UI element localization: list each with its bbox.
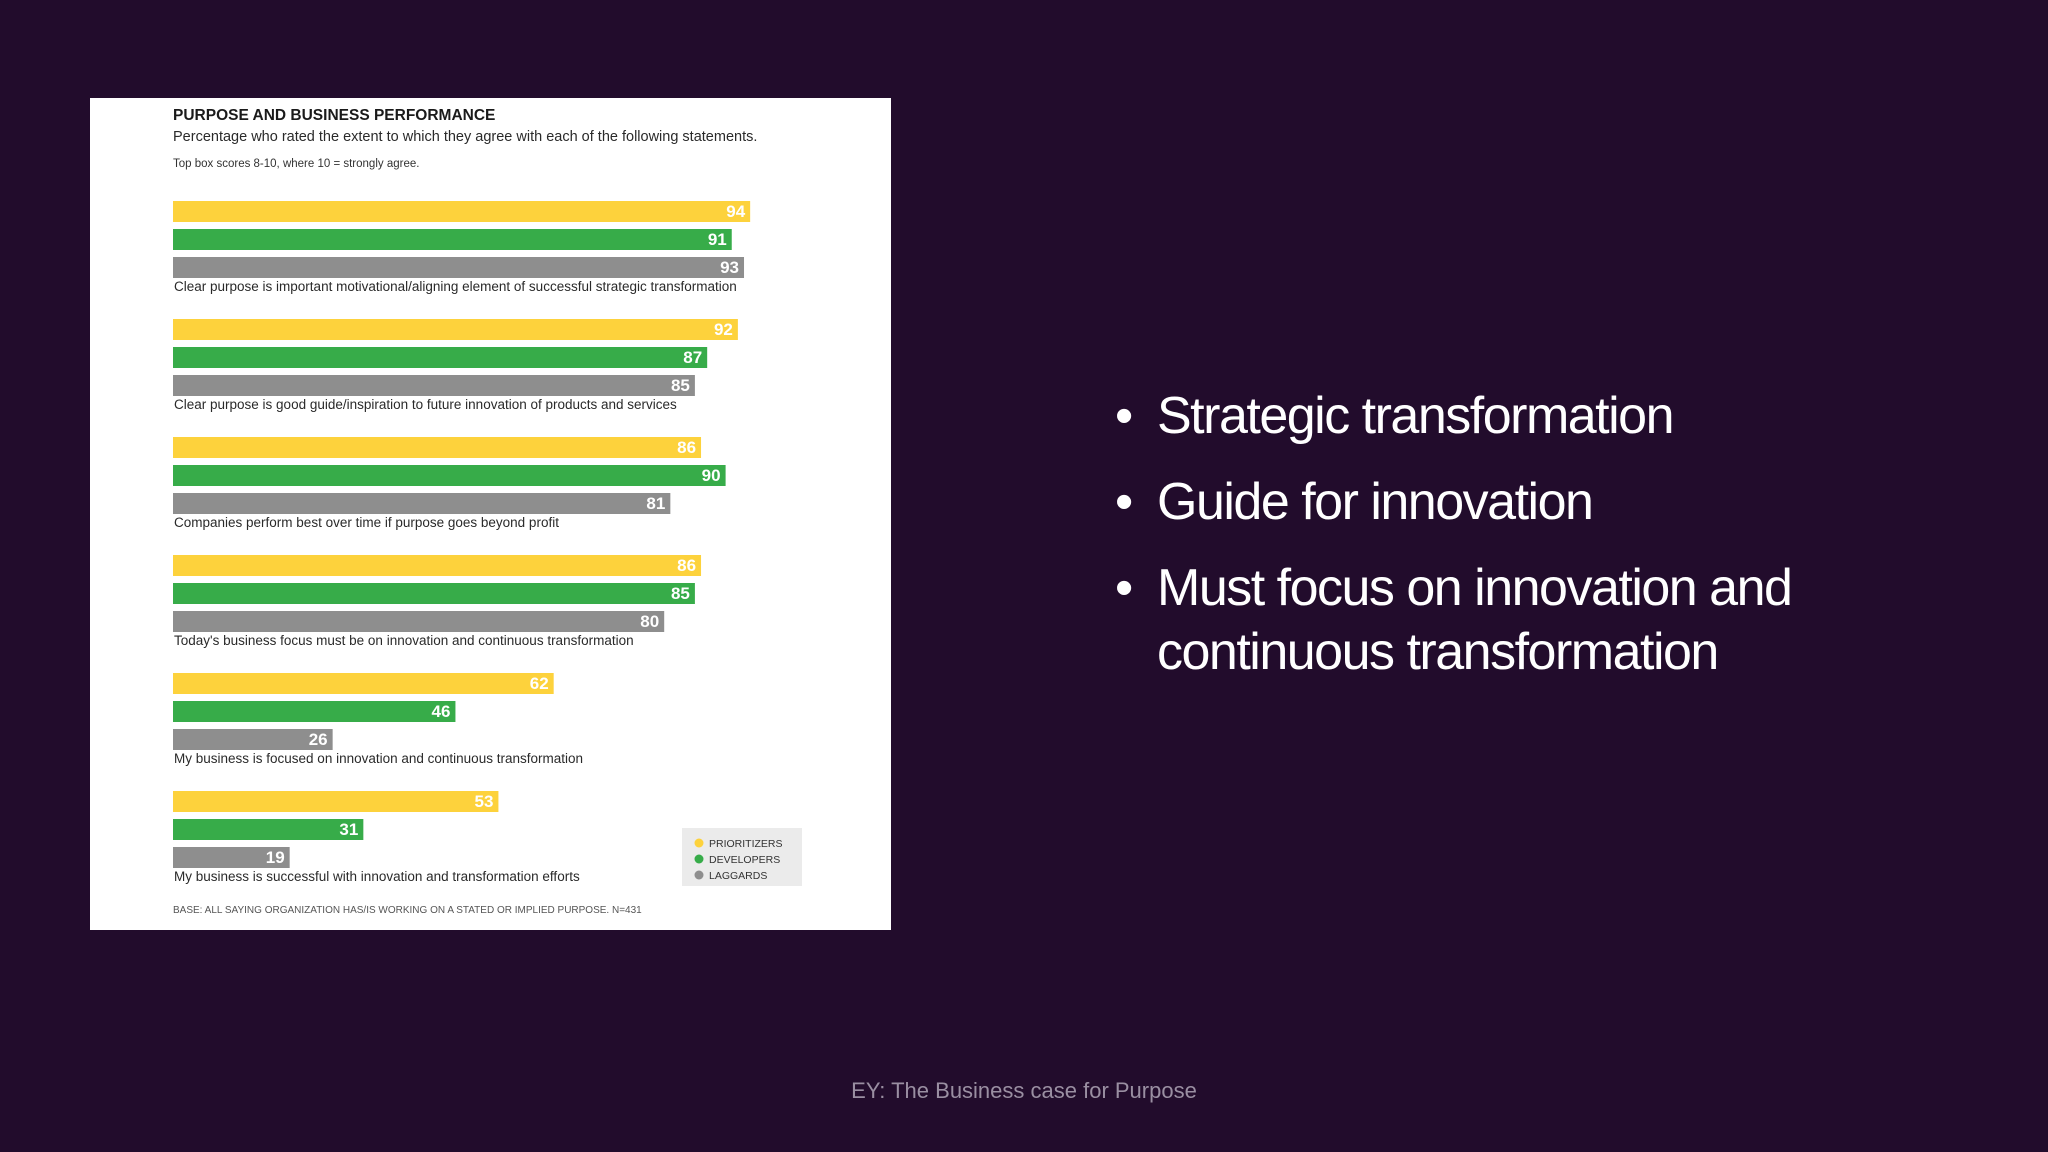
legend-swatch	[694, 838, 704, 848]
bar-prioritizers-3	[173, 437, 702, 458]
category-label: Today's business focus must be on innova…	[174, 633, 634, 648]
bar-value-label: 53	[474, 792, 493, 811]
bar-value-label: 94	[726, 202, 745, 221]
bullet-item: Guide for innovation	[1115, 470, 1935, 534]
bar-laggards-2	[173, 375, 695, 396]
bar-value-label: 80	[640, 612, 659, 631]
bar-prioritizers-4	[173, 555, 702, 576]
bar-laggards-3	[173, 493, 671, 514]
bar-value-label: 26	[309, 730, 328, 749]
chart-note: Top box scores 8-10, where 10 = strongly…	[173, 158, 419, 170]
bar-laggards-5	[173, 729, 333, 750]
chart-subtitle: Percentage who rated the extent to which…	[173, 129, 757, 145]
bar-value-label: 87	[683, 348, 702, 367]
bar-prioritizers-6	[173, 791, 499, 812]
bar-prioritizers-2	[173, 319, 738, 340]
bar-developers-5	[173, 701, 456, 722]
bar-value-label: 19	[266, 848, 285, 867]
category-label: Clear purpose is good guide/inspiration …	[174, 397, 677, 412]
bar-value-label: 62	[530, 674, 549, 693]
bar-value-label: 93	[720, 258, 739, 277]
legend-label: PRIORITIZERS	[709, 838, 783, 850]
chart-panel: PURPOSE AND BUSINESS PERFORMANCE Percent…	[90, 98, 891, 930]
category-label: Clear purpose is important motivational/…	[174, 279, 737, 294]
category-label: My business is successful with innovatio…	[174, 869, 580, 884]
base-note: BASE: ALL SAYING ORGANIZATION HAS/IS WOR…	[173, 905, 642, 916]
bar-laggards-4	[173, 611, 665, 632]
bar-chart: PURPOSE AND BUSINESS PERFORMANCE Percent…	[173, 107, 802, 916]
bar-prioritizers-5	[173, 673, 554, 694]
legend-swatch	[694, 854, 704, 864]
bar-value-label: 86	[677, 556, 696, 575]
chart-title: PURPOSE AND BUSINESS PERFORMANCE	[173, 107, 495, 124]
bar-value-label: 86	[677, 438, 696, 457]
bar-value-label: 91	[708, 230, 727, 249]
category-label: My business is focused on innovation and…	[174, 751, 583, 766]
bar-value-label: 85	[671, 376, 690, 395]
bar-value-label: 81	[646, 494, 665, 513]
bar-value-label: 92	[714, 320, 733, 339]
bar-value-label: 90	[702, 466, 721, 485]
legend-label: DEVELOPERS	[709, 854, 780, 866]
bar-value-label: 85	[671, 584, 690, 603]
bullet-list: Strategic transformation Guide for innov…	[1115, 384, 1935, 706]
legend-label: LAGGARDS	[709, 870, 767, 882]
bar-developers-2	[173, 347, 708, 368]
legend-swatch	[694, 870, 704, 880]
bullet-item: Must focus on innovation and continuous …	[1115, 556, 1935, 684]
bar-value-label: 31	[339, 820, 358, 839]
bar-developers-3	[173, 465, 726, 486]
bar-developers-6	[173, 819, 364, 840]
bar-developers-4	[173, 583, 695, 604]
bars-layer: 94 91 93 Clear purpose is important motivat…	[173, 201, 751, 884]
bar-laggards-6	[173, 847, 290, 868]
bar-prioritizers-1	[173, 201, 751, 222]
category-label: Companies perform best over time if purp…	[174, 515, 559, 530]
bullet-item: Strategic transformation	[1115, 384, 1935, 448]
bar-laggards-1	[173, 257, 745, 278]
source-caption: EY: The Business case for Purpose	[851, 1078, 1197, 1103]
bar-developers-1	[173, 229, 732, 250]
bar-value-label: 46	[432, 702, 451, 721]
chart-legend: PRIORITIZERS DEVELOPERS LAGGARDS	[682, 828, 802, 886]
